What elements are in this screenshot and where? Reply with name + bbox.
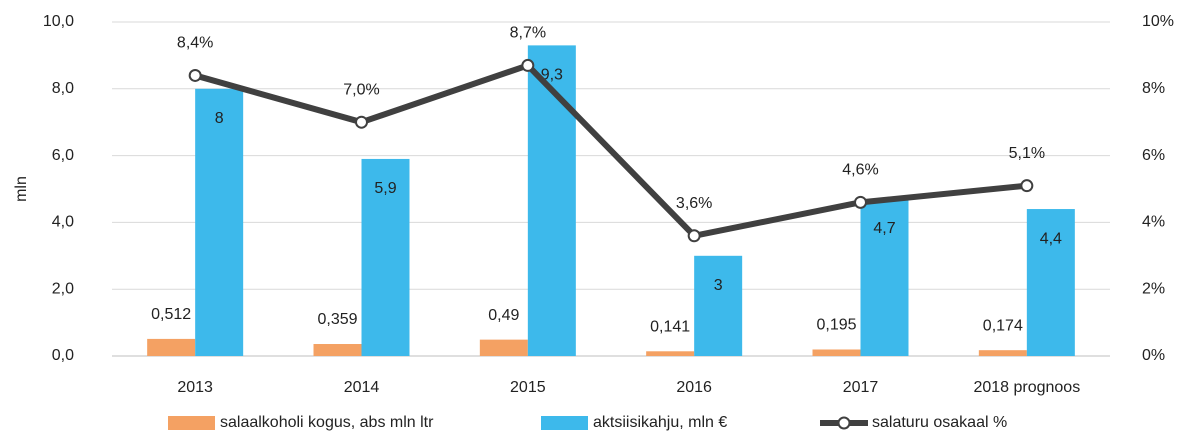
bar [1026,209,1075,356]
y2-tick-label: 4% [1142,214,1165,231]
x-tick-label: 2013 [177,379,213,396]
x-tick-label: 2016 [676,379,712,396]
y2-tick-label: 8% [1142,80,1165,97]
data-label: 9,3 [541,67,563,84]
bar [812,349,861,356]
data-label: 0,359 [317,311,357,328]
y-tick-label: 10,0 [43,13,74,30]
bar [646,351,695,356]
line-marker [188,68,202,82]
data-label: 8 [215,110,224,127]
bar [479,339,528,356]
x-tick-label: 2017 [843,379,879,396]
y-tick-label: 0,0 [52,347,74,364]
line-marker [521,58,535,72]
data-label: 3,6% [676,195,712,212]
legend-swatch [541,416,588,430]
bar [313,344,362,356]
line-marker [1020,179,1034,193]
legend-label: salaturu osakaal % [872,414,1007,431]
data-label: 8,4% [177,35,213,52]
y-tick-label: 4,0 [52,214,74,231]
data-label: 7,0% [343,81,379,98]
data-label: 0,195 [816,317,856,334]
bar [978,350,1027,356]
data-label: 8,7% [510,25,546,42]
bar [694,255,743,356]
bar [361,158,410,356]
data-label: 3 [714,277,723,294]
y2-tick-label: 10% [1142,13,1174,30]
line [194,62,1028,239]
data-label: 0,141 [650,319,690,336]
line-marker [687,229,701,243]
x-tick-label: 2015 [510,379,546,396]
x-tick-label: 2018 prognoos [973,379,1080,396]
data-label: 0,174 [983,317,1023,334]
bar [860,199,909,356]
legend-swatch-marker [837,416,851,430]
data-label: 0,49 [488,307,519,324]
line-marker [355,115,368,129]
y-axis-label: mln [13,176,30,202]
y-tick-label: 2,0 [52,280,74,297]
y2-tick-label: 6% [1142,147,1165,164]
x-tick-label: 2014 [344,379,380,396]
data-label: 5,9 [374,180,396,197]
y-tick-label: 6,0 [52,147,74,164]
bar [527,45,576,356]
bar [147,338,196,356]
legend-swatch [168,416,215,430]
data-label: 4,7 [873,220,895,237]
data-label: 0,512 [151,306,191,323]
data-label: 5,1% [1009,145,1045,162]
data-label: 4,4 [1040,230,1062,247]
line-marker [854,195,867,209]
y2-tick-label: 0% [1142,347,1165,364]
legend-label: salaalkoholi kogus, abs mln ltr [220,414,434,431]
data-label: 4,6% [842,162,878,179]
legend-label: aktsiisikahju, mln € [593,414,727,431]
bar [195,88,244,357]
y2-tick-label: 2% [1142,280,1165,297]
y-tick-label: 8,0 [52,80,74,97]
